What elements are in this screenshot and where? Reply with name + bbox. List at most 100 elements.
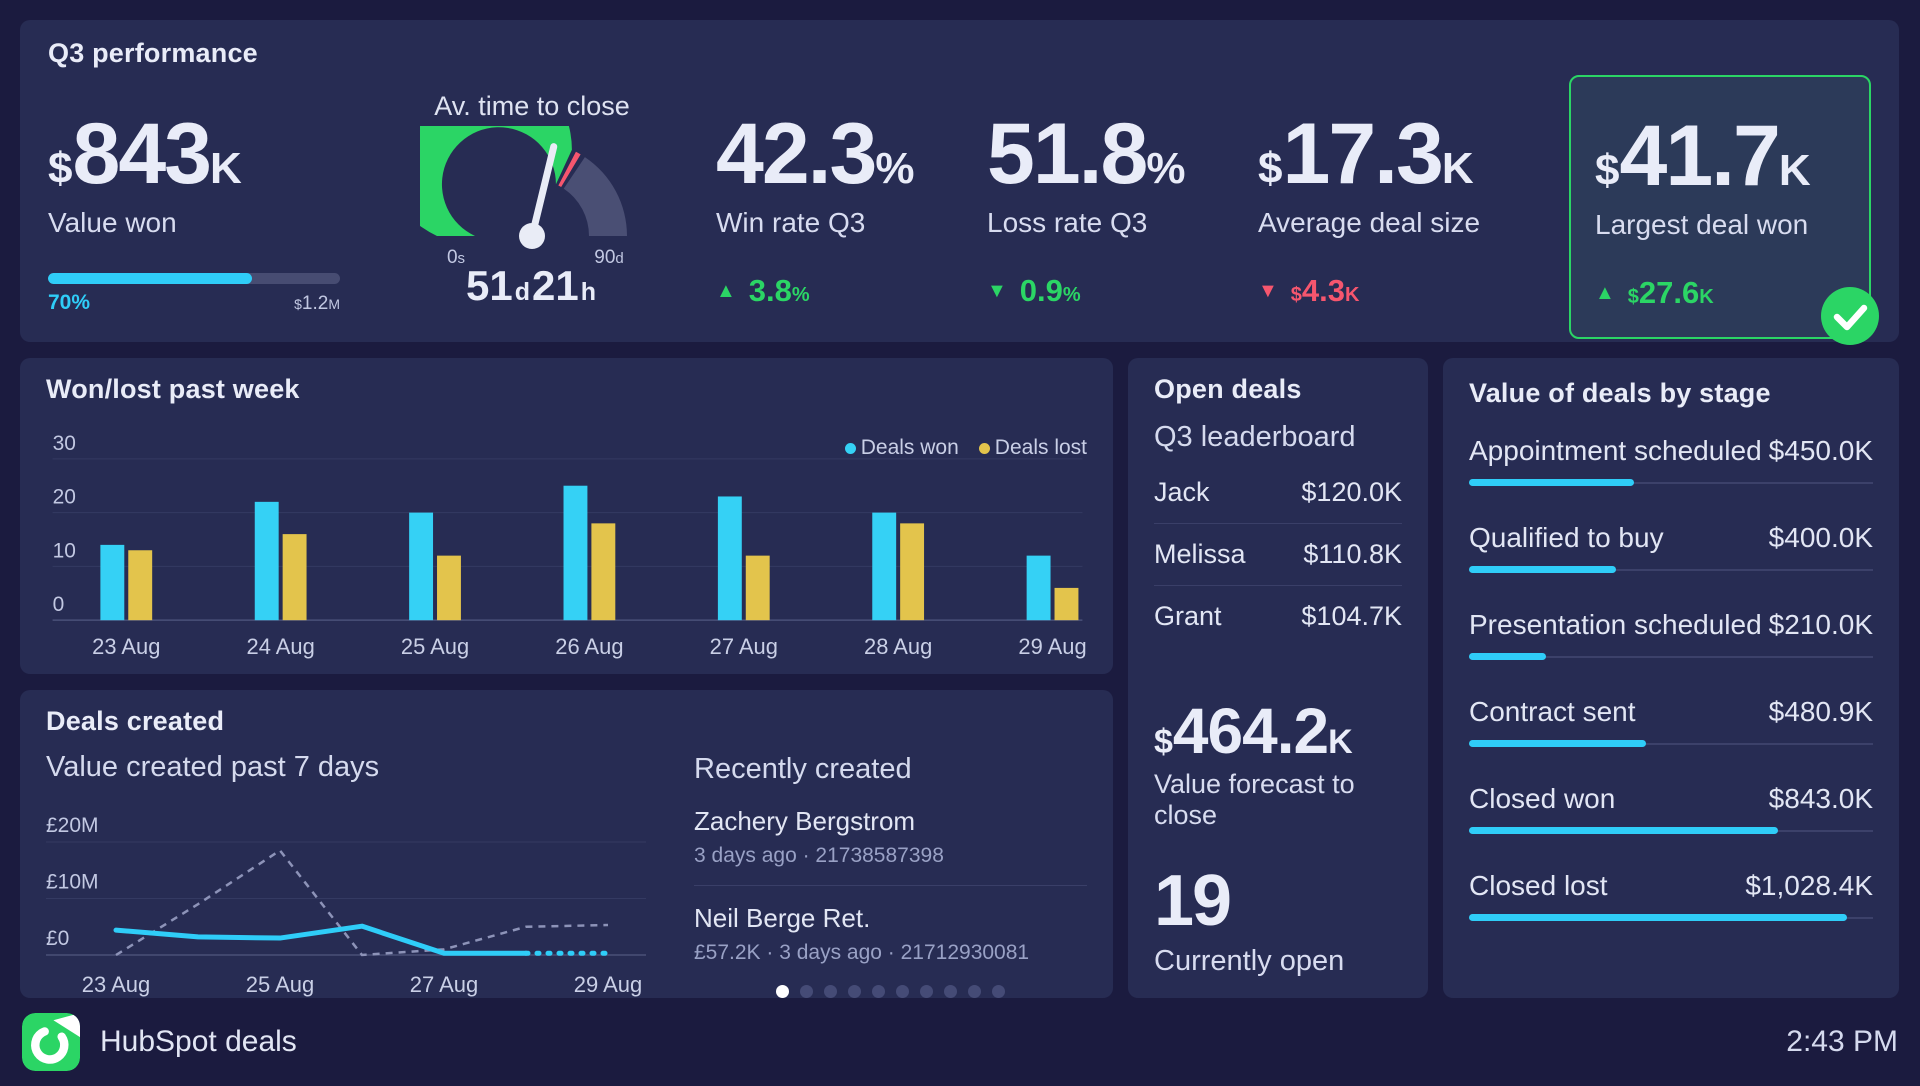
stage-row: Closed lost $1,028.4K (1469, 870, 1873, 921)
panel-title: Open deals (1154, 374, 1302, 404)
y-tick-label: £10M (46, 871, 99, 894)
stage-row: Presentation scheduled $210.0K (1469, 609, 1873, 660)
x-tick-label: 25 Aug (246, 972, 315, 997)
check-icon (1833, 304, 1868, 331)
y-tick-label: 20 (53, 486, 76, 509)
carousel-dot[interactable] (800, 985, 813, 998)
deal-name: Neil Berge Ret. (694, 903, 871, 933)
carousel-dot[interactable] (824, 985, 837, 998)
stage-bar-fill (1469, 740, 1646, 747)
stage-bar-track (1469, 568, 1873, 571)
carousel-dot[interactable] (944, 985, 957, 998)
carousel-dot[interactable] (776, 985, 789, 998)
loss-rate-label: Loss rate Q3 (987, 207, 1148, 238)
x-tick-label: 23 Aug (82, 972, 151, 997)
forecast-number: $464.2K (1154, 695, 1353, 767)
carousel-dot[interactable] (992, 985, 1005, 998)
open-deals-panel: Open deals Q3 leaderboard Jack $120.0K Mel… (1128, 358, 1428, 998)
carousel-dot[interactable] (968, 985, 981, 998)
win-rate-number: 42.3% (716, 106, 915, 202)
x-tick-label: 29 Aug (1018, 634, 1086, 659)
stage-value: $480.9K (1768, 696, 1873, 727)
leaderboard-row: Melissa $110.8K (1154, 524, 1402, 585)
carousel-dot[interactable] (872, 985, 885, 998)
currently-open-kpi: 19 Currently open (1154, 865, 1402, 978)
gauge-min-label: 0s (446, 247, 464, 266)
value-created-line-chart: £20M £10M £0 23 Aug 25 Aug 27 Aug 29 Aug (46, 814, 646, 997)
stage-label: Closed lost (1469, 870, 1608, 901)
panel-title: Value of deals by stage (1469, 378, 1771, 408)
currency-symbol: $ (48, 144, 73, 193)
panel-title: Won/lost past week (46, 374, 300, 404)
leaderboard-name: Grant (1154, 601, 1222, 631)
stage-value: $1,028.4K (1745, 870, 1873, 901)
gauge-segment (563, 157, 627, 236)
carousel-dot[interactable] (896, 985, 909, 998)
stage-row: Closed won $843.0K (1469, 783, 1873, 834)
y-tick-label: 10 (53, 539, 76, 562)
dashboard: Q3 performance $843K Value won 70% $1.2M… (20, 20, 1899, 998)
delta-up-icon: ▲ (716, 280, 736, 302)
stage-label: Contract sent (1469, 696, 1636, 727)
progress-track (48, 273, 340, 284)
leaderboard-title: Q3 leaderboard (1154, 421, 1356, 453)
delta-down-icon: ▼ (987, 280, 1007, 302)
stage-bar-track (1469, 742, 1873, 745)
progress-target: $1.2M (294, 293, 340, 314)
leaderboard-name: Jack (1154, 477, 1210, 507)
stage-row: Contract sent $480.9K (1469, 696, 1873, 747)
forecast-kpi: $464.2K Value forecast to close (1154, 699, 1402, 831)
stage-value: $210.0K (1768, 609, 1873, 640)
stage-rows: Appointment scheduled $450.0K Qualified to… (1469, 435, 1873, 921)
loss-rate-kpi: 51.8% Loss rate Q3 ▼ 0.9% (987, 91, 1205, 339)
chart-legend: Deals won Deals lost (844, 436, 1087, 460)
gauge-needle (528, 143, 557, 240)
loss-rate-number: 51.8% (987, 106, 1186, 202)
stage-bar-track (1469, 481, 1873, 484)
stage-bar-fill (1469, 479, 1635, 486)
bar-deals-lost (437, 555, 461, 621)
deal-stages-panel: Value of deals by stage Appointment sche… (1443, 358, 1899, 998)
x-tick-label: 28 Aug (864, 634, 932, 659)
largest-deal-number: $41.7K (1595, 108, 1811, 204)
progress-percent: 70% (48, 291, 91, 314)
q3-performance-panel: Q3 performance $843K Value won 70% $1.2M… (20, 20, 1899, 345)
deals-created-panel: Deals created Value created past 7 days … (20, 690, 1113, 998)
carousel-dot[interactable] (920, 985, 933, 998)
goal-met-badge (1821, 287, 1879, 345)
largest-deal-delta: ▲ $27.6K (1595, 275, 1714, 310)
current-period-line (113, 923, 529, 956)
currently-open-label: Currently open (1154, 945, 1345, 977)
carousel-dot[interactable] (848, 985, 861, 998)
x-tick-label: 26 Aug (555, 634, 623, 659)
y-tick-label: £20M (46, 814, 99, 837)
legend-label: Deals lost (994, 436, 1087, 459)
gauge-needle-hub (518, 223, 545, 249)
stage-bar-fill (1469, 566, 1617, 573)
stage-label: Presentation scheduled (1469, 609, 1762, 640)
legend-item: Deals lost (978, 436, 1087, 460)
carousel-dots (694, 985, 1087, 998)
footer: HubSpot deals 2:43 PM (0, 998, 1920, 1086)
divider (1154, 523, 1402, 524)
largest-deal-label: Largest deal won (1595, 209, 1809, 240)
leaderboard: Jack $120.0K Melissa $110.8K Grant $104.7K (1154, 462, 1402, 647)
leaderboard-value: $110.8K (1303, 539, 1402, 569)
value-created-chart-col: Value created past 7 days £20M £10M £0 23 A… (46, 751, 650, 1004)
clock: 2:43 PM (1786, 1025, 1898, 1058)
gauge-segment (557, 151, 581, 188)
delta-up-icon: ▲ (1595, 282, 1615, 304)
stage-value: $450.0K (1768, 435, 1873, 466)
recent-deal-item: Neil Berge Ret. £57.2K · 3 days ago · 217… (694, 903, 1087, 965)
recently-created-title: Recently created (694, 753, 912, 785)
dashboard-name: HubSpot deals (100, 1025, 297, 1058)
bar-deals-won (1026, 555, 1051, 621)
recent-deal-item: Zachery Bergstrom 3 days ago · 2173858739… (694, 806, 1087, 868)
leaderboard-name: Melissa (1154, 539, 1246, 569)
value-won-progress: 70% $1.2M (48, 273, 340, 315)
stage-label: Appointment scheduled (1469, 435, 1762, 466)
avg-deal-size-label: Average deal size (1258, 207, 1481, 238)
delta-down-icon: ▼ (1258, 280, 1278, 302)
bar-deals-won (717, 496, 742, 621)
deal-meta: £57.2K · 3 days ago · 21712930081 (694, 941, 1030, 964)
